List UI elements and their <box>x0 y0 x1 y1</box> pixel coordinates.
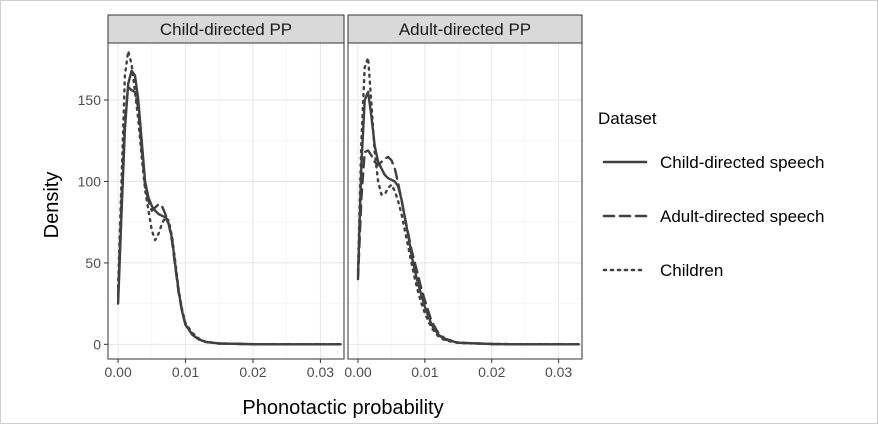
legend-title: Dataset <box>598 109 657 128</box>
plot-area-right <box>347 42 583 360</box>
x-tick-label: 0.02 <box>478 364 505 380</box>
legend: Dataset Child-directed speech Adult-direc… <box>598 109 824 280</box>
x-tick-label: 0.02 <box>239 364 266 380</box>
y-tick-label: 0 <box>93 336 101 352</box>
series-line-dotted <box>116 49 342 346</box>
plot-area-left <box>107 42 345 360</box>
x-axis-label: Phonotactic probability <box>242 397 443 419</box>
series-line-dashed <box>356 149 580 346</box>
strip-background-right <box>347 14 583 44</box>
x-tick-label: 0.01 <box>411 364 438 380</box>
strip-background-left <box>107 14 345 44</box>
y-axis-label: Density <box>41 172 63 239</box>
legend-entry-label: Adult-directed speech <box>660 207 824 226</box>
x-axis: 0.00 0.01 0.02 0.03 0.00 0.01 0.02 0.03 <box>104 359 572 380</box>
y-axis: 0 50 100 150 <box>78 92 108 352</box>
legend-entries: Child-directed speech Adult-directed spee… <box>602 153 824 280</box>
legend-entry-label: Child-directed speech <box>660 153 824 172</box>
series-line-dotted <box>356 56 580 346</box>
y-tick-label: 100 <box>78 173 102 189</box>
strip-label-left: Child-directed PP <box>160 20 292 39</box>
panel-border <box>107 42 345 360</box>
x-tick-label: 0.00 <box>344 364 371 380</box>
y-tick-label: 50 <box>85 255 101 271</box>
x-tick-label: 0.03 <box>545 364 572 380</box>
x-tick-label: 0.00 <box>104 364 131 380</box>
legend-entry-label: Children <box>660 261 723 280</box>
x-tick-label: 0.03 <box>307 364 334 380</box>
panel-border <box>347 42 583 360</box>
panel-right: Adult-directed PP <box>347 14 583 360</box>
x-tick-label: 0.01 <box>172 364 199 380</box>
panel-left: Child-directed PP <box>107 14 345 360</box>
y-tick-label: 150 <box>78 92 102 108</box>
strip-label-right: Adult-directed PP <box>399 20 531 39</box>
